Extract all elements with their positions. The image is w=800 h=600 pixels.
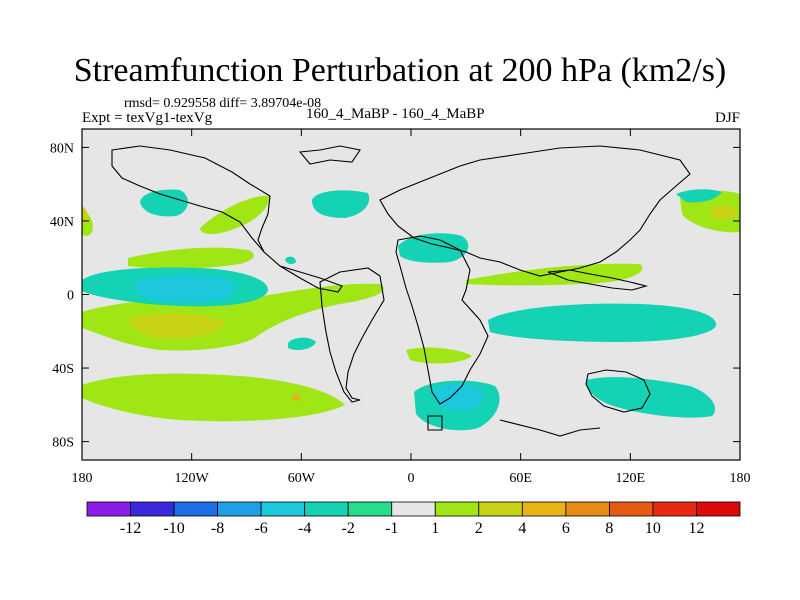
colorbar-label: -10 xyxy=(163,520,184,537)
colorbar-swatch xyxy=(652,501,697,517)
contour-fill-positive xyxy=(128,247,254,269)
contour-fill-negative xyxy=(586,377,716,418)
colorbar-label: 10 xyxy=(645,520,661,537)
contour-fill-positive xyxy=(406,347,472,364)
colorbar-label: 6 xyxy=(562,520,570,537)
coastline-antarctic-edge xyxy=(499,419,601,437)
colorbar-swatch xyxy=(304,501,349,517)
colorbar-label: -2 xyxy=(342,520,355,537)
contour-fill-negative xyxy=(312,190,370,218)
colorbar-label: -1 xyxy=(385,520,398,537)
colorbar-label: -12 xyxy=(120,520,141,537)
contour-fill-negative xyxy=(285,256,296,265)
coastline-greenland-north xyxy=(298,145,361,165)
colorbar-swatch xyxy=(347,501,393,517)
y-axis: 80N 40N 0 40S 80S xyxy=(50,141,740,451)
colorbar-swatch xyxy=(391,501,436,517)
colorbar-label: 1 xyxy=(431,520,439,537)
colorbar-swatch xyxy=(260,501,306,517)
x-tick-label: 0 xyxy=(408,471,415,486)
contour-fill-negative xyxy=(288,337,316,350)
colorbar-swatch xyxy=(434,501,480,517)
coastline-south-africa-tip xyxy=(427,415,443,431)
case-subtitle: 160_4_MaBP - 160_4_MaBP xyxy=(306,106,485,122)
y-tick-label: 40S xyxy=(52,362,74,377)
contour-fill-negative xyxy=(398,233,469,263)
y-tick-label: 80S xyxy=(52,436,74,451)
colorbar-swatch xyxy=(478,501,523,517)
contour-fill-negative xyxy=(488,303,717,342)
x-tick-label: 180 xyxy=(72,471,93,486)
colorbar-swatch xyxy=(609,501,654,517)
chart-title: Streamfunction Perturbation at 200 hPa (… xyxy=(73,52,727,89)
coastline-eurasia xyxy=(379,145,691,277)
x-axis: 180 120W 60W 0 60E 120E 180 xyxy=(72,129,751,486)
y-tick-label: 80N xyxy=(50,141,74,156)
colorbar-swatch xyxy=(173,501,218,517)
contour-fill-negative xyxy=(135,274,235,303)
y-tick-label: 0 xyxy=(67,289,74,304)
contour-fill-positive xyxy=(200,195,270,235)
contour-fill-negative xyxy=(432,384,483,412)
colorbar-swatch xyxy=(86,501,131,517)
colorbar-swatch xyxy=(696,501,741,517)
contour-fill-positive xyxy=(129,313,225,339)
colorbar-swatch xyxy=(521,501,567,517)
stats-label: rmsd= 0.929558 diff= 3.89704e-08 xyxy=(124,96,322,111)
colorbar-label: 12 xyxy=(688,520,704,537)
coastline-australia xyxy=(585,369,651,413)
contour-fill-negative xyxy=(676,189,722,203)
coastline-south-america xyxy=(319,267,385,403)
season-label: DJF xyxy=(714,110,740,126)
coastlines xyxy=(111,145,691,437)
contour-fill-positive xyxy=(292,393,301,401)
x-tick-label: 180 xyxy=(730,471,751,486)
colorbar-swatch xyxy=(217,501,262,517)
colorbar-label: 8 xyxy=(605,520,613,537)
experiment-label: Expt = texVg1-texVg xyxy=(82,110,213,126)
contour-fill-positive xyxy=(82,206,89,224)
x-tick-label: 120W xyxy=(175,471,210,486)
y-tick-label: 40N xyxy=(50,215,74,230)
colorbar-swatch xyxy=(565,501,610,517)
colorbar-swatch xyxy=(130,501,175,517)
colorbar-label: -8 xyxy=(211,520,224,537)
contour-fills xyxy=(82,189,740,431)
contour-fill-positive xyxy=(82,373,345,422)
coastline-north-america xyxy=(111,145,343,293)
x-tick-label: 60W xyxy=(288,471,316,486)
coastline-maritime-continent xyxy=(547,269,649,291)
coastline-africa xyxy=(395,235,489,405)
x-tick-label: 120E xyxy=(616,471,646,486)
colorbar-label: 2 xyxy=(475,520,483,537)
colorbar-label: -6 xyxy=(254,520,267,537)
contour-fill-positive xyxy=(712,205,738,220)
colorbar-label: -4 xyxy=(298,520,311,537)
colorbar: -12 -10 -8 -6 -4 -2 -1 1 2 4 6 8 10 12 xyxy=(86,501,741,537)
x-tick-label: 60E xyxy=(509,471,532,486)
colorbar-label: 4 xyxy=(518,520,526,537)
contour-fill-negative xyxy=(140,189,188,217)
